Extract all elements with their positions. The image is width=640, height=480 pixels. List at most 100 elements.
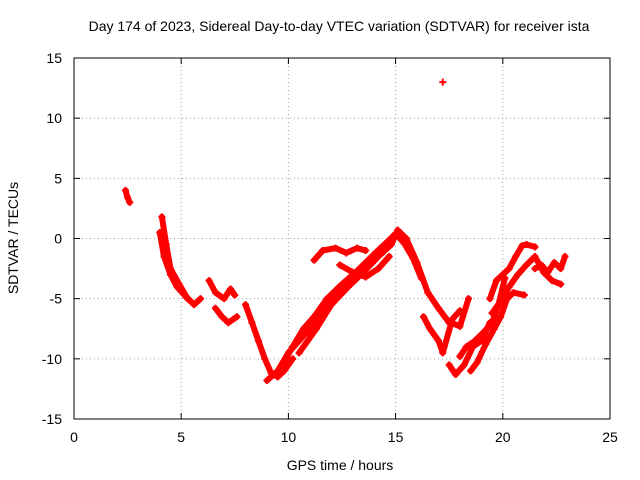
x-tick-label: 10 [281, 429, 297, 445]
data-point [374, 253, 382, 261]
axis-ticks: 0 5 10 15 20 25 -15 -10 -5 0 5 10 15 [42, 50, 618, 445]
data-point [227, 285, 235, 293]
data-point [231, 291, 239, 299]
data-point [544, 268, 552, 276]
data-point [323, 295, 331, 303]
data-point [522, 241, 530, 249]
data-point [349, 268, 357, 276]
data-point [505, 265, 513, 273]
data-point [548, 277, 556, 285]
data-point [514, 271, 522, 279]
data-point [482, 340, 490, 348]
series-trace [212, 305, 240, 326]
data-point [387, 241, 395, 249]
data-point [218, 313, 226, 321]
data-point [426, 325, 434, 333]
data-point [289, 355, 297, 363]
data-point [447, 319, 455, 327]
data-point [166, 265, 174, 273]
y-tick-label: -5 [50, 291, 63, 307]
data-point [126, 198, 134, 206]
data-point [310, 256, 318, 264]
data-point [385, 253, 393, 261]
series-arc-c [205, 277, 239, 303]
data-point [456, 322, 464, 330]
data-point [158, 213, 166, 221]
data-point [497, 313, 505, 321]
data-point [280, 367, 288, 375]
x-tick-label: 5 [177, 429, 185, 445]
x-tick-label: 0 [70, 429, 78, 445]
data-point [289, 343, 297, 351]
data-point [424, 289, 432, 297]
data-point [505, 283, 513, 291]
data-point [336, 261, 344, 269]
data-point [413, 259, 421, 267]
data-point [473, 358, 481, 366]
data-point [464, 295, 472, 303]
data-point [242, 301, 250, 309]
y-tick-label: 5 [54, 170, 62, 186]
data-point [434, 304, 442, 312]
series-arc-p [486, 241, 539, 303]
data-point [353, 244, 361, 252]
series-arc-o [467, 289, 528, 375]
data-point [374, 265, 382, 273]
data-point [261, 355, 269, 363]
series-arc-a [121, 186, 134, 206]
data-point [419, 313, 427, 321]
grid-lines [74, 58, 610, 419]
data-point [362, 247, 370, 255]
data-point [312, 325, 320, 333]
data-point [531, 243, 539, 251]
data-point [531, 265, 539, 273]
data-point [518, 242, 526, 250]
data-point [212, 289, 220, 297]
data-point [319, 247, 327, 255]
data-point [342, 249, 350, 257]
y-tick-label: 0 [54, 231, 62, 247]
data-point [162, 241, 170, 249]
data-point [557, 280, 565, 288]
data-point [462, 343, 470, 351]
x-axis-label: GPS time / hours [287, 457, 394, 473]
series-arc-r [531, 253, 569, 276]
data-point [184, 295, 192, 303]
data-point [557, 265, 565, 273]
series-arc-h [295, 226, 464, 357]
series-arc-l [439, 78, 447, 86]
data-point [220, 295, 228, 303]
data-point [402, 235, 410, 242]
series-arc-d [212, 304, 241, 327]
data-point [439, 78, 447, 86]
y-tick-label: -15 [42, 411, 62, 427]
series-arc-i [310, 244, 370, 264]
data-point [394, 226, 402, 234]
data-point [537, 261, 545, 269]
data-point [205, 277, 213, 285]
data-point [512, 253, 520, 261]
y-axis-label: SDTVAR / TECUs [5, 182, 21, 294]
data-point [471, 337, 479, 345]
data-point [212, 304, 220, 312]
data-point [295, 349, 303, 357]
data-point [254, 337, 262, 345]
y-tick-label: -10 [42, 351, 62, 367]
data-point [439, 349, 447, 357]
data-point [510, 289, 518, 297]
data-point [499, 271, 507, 279]
data-point [327, 301, 335, 309]
data-marks [121, 78, 569, 384]
data-point [224, 319, 232, 327]
chart-title: Day 174 of 2023, Sidereal Day-to-day VTE… [89, 18, 590, 34]
series-arc-b2 [158, 213, 192, 303]
series-trace [296, 227, 463, 356]
x-tick-label: 25 [602, 429, 618, 445]
data-point [233, 313, 241, 321]
y-tick-label: 10 [46, 110, 62, 126]
data-point [550, 259, 558, 267]
data-point [338, 280, 346, 288]
series-arc-k [419, 295, 472, 357]
data-point [520, 291, 528, 299]
